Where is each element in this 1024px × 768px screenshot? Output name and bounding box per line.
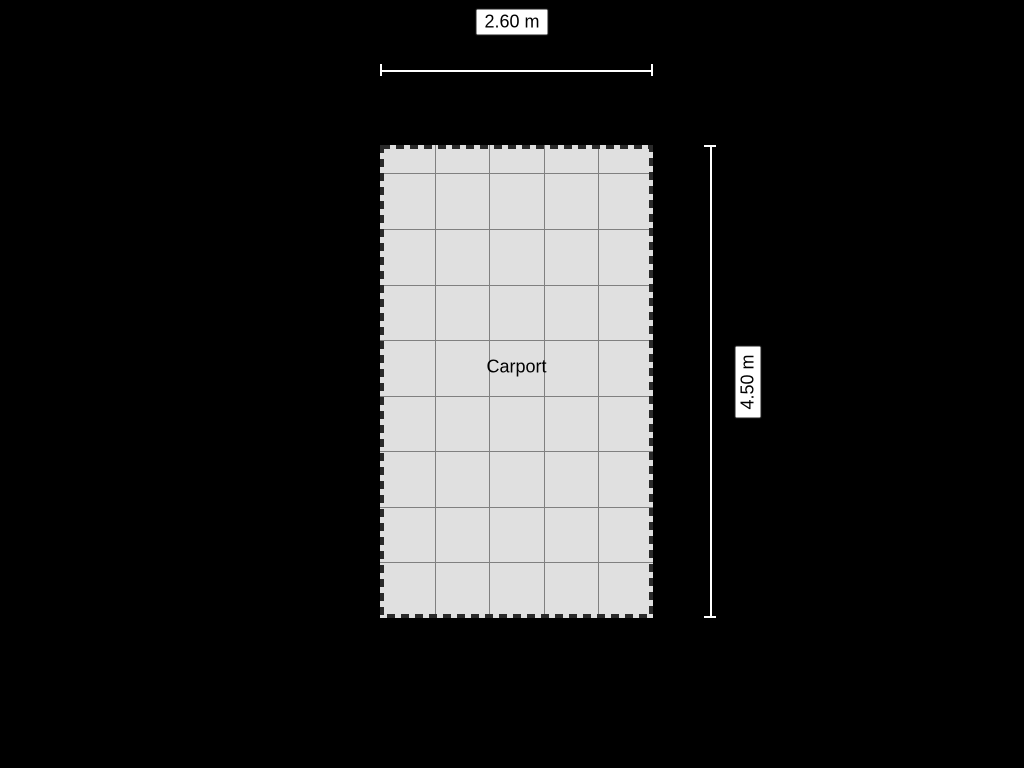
height-dim-label: 4.50 m [735, 345, 762, 418]
carport-fill [380, 145, 653, 618]
height-dim-line [710, 145, 712, 618]
carport-region: Carport [380, 145, 653, 618]
width-dim-label: 2.60 m [475, 9, 548, 36]
height-dim-tick-top [704, 145, 716, 147]
width-dim-tick-left [380, 64, 382, 76]
height-dim-tick-bottom [704, 616, 716, 618]
diagram-canvas: 2.60 m 4.50 m Carport [0, 0, 1024, 768]
width-dim-tick-right [651, 64, 653, 76]
width-dim-line [380, 70, 653, 72]
carport-label: Carport [486, 357, 546, 378]
